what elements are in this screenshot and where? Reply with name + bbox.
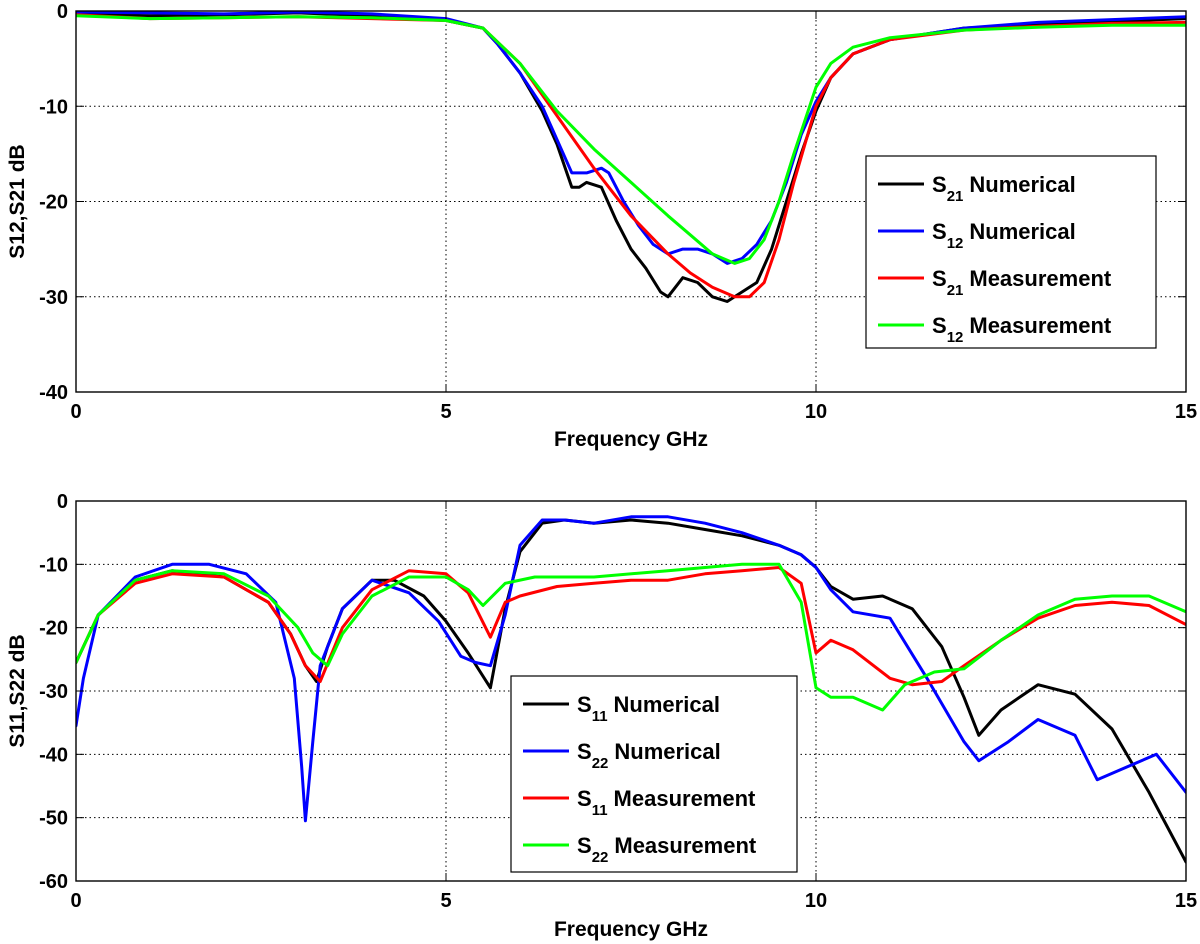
- legend-label: S11 Measurement: [577, 786, 756, 819]
- y-tick-label: -40: [39, 382, 68, 404]
- y-tick-label: -30: [39, 681, 68, 703]
- legend-label: S12 Measurement: [932, 313, 1112, 346]
- legend-label: S22 Measurement: [577, 833, 757, 866]
- legend-item: S22 Measurement: [523, 833, 757, 866]
- legend-label: S12 Numerical: [932, 219, 1076, 252]
- y-tick-label: 0: [57, 491, 68, 513]
- x-tick-label: 5: [440, 401, 451, 423]
- legend-box: [510, 675, 798, 873]
- legend-label-sub: 21: [947, 282, 964, 299]
- legend-label-sub: 21: [947, 188, 964, 205]
- legend-label-main: S: [577, 833, 592, 858]
- legend-label-main: S: [932, 172, 947, 197]
- legend-label-rest: Numerical: [614, 692, 720, 717]
- legend-label-main: S: [577, 692, 592, 717]
- y-tick-label: -40: [39, 744, 68, 766]
- series-group: [76, 515, 1186, 864]
- series-group: [76, 11, 1186, 303]
- x-axis-label: Frequency GHz: [554, 428, 708, 451]
- legend-item: S22 Numerical: [523, 739, 721, 772]
- series-line-s22-numerical: [76, 515, 1186, 823]
- series-line-s12-measurement: [76, 14, 1186, 265]
- y-tick-label: -20: [39, 618, 68, 640]
- series-line-s22-measurement: [76, 562, 1186, 712]
- y-axis-label: S12,S21 dB: [6, 144, 29, 258]
- legend-label-sub: 11: [592, 708, 608, 725]
- legend-label-rest: Measurement: [969, 313, 1112, 338]
- legend-item: S12 Numerical: [878, 219, 1076, 252]
- x-tick-label: 5: [440, 890, 451, 912]
- legend-item: S21 Numerical: [878, 172, 1076, 205]
- y-axis-label: S11,S22 dB: [6, 634, 29, 747]
- legend-label-rest: Numerical: [969, 219, 1075, 244]
- y-tick-label: 0: [57, 1, 68, 23]
- legend-label-sub: 12: [947, 235, 964, 252]
- legend-label-rest: Measurement: [969, 266, 1112, 291]
- x-tick-label: 15: [1175, 890, 1197, 912]
- legend-label-rest: Numerical: [614, 739, 720, 764]
- y-tick-label: -10: [39, 96, 68, 118]
- legend-label-sub: 22: [592, 849, 609, 866]
- legend-item: S12 Measurement: [878, 313, 1112, 346]
- y-tick-label: -30: [39, 287, 68, 309]
- legend-label-rest: Measurement: [614, 786, 757, 811]
- legend-label-main: S: [577, 786, 592, 811]
- legend-label-main: S: [932, 266, 947, 291]
- legend-label: S11 Numerical: [577, 692, 720, 725]
- legend-label-main: S: [932, 313, 947, 338]
- legend-label-rest: Measurement: [614, 833, 757, 858]
- chart-top-s12-s21: 0 5 10 15 0 -10 -20 -30 -40 Frequency GHz S12,S21 …: [6, 1, 1197, 451]
- legend-label-sub: 22: [592, 755, 609, 772]
- y-tick-label: -20: [39, 192, 68, 214]
- legend-box: [865, 155, 1157, 349]
- legend-label-main: S: [932, 219, 947, 244]
- legend-label: S21 Numerical: [932, 172, 1076, 205]
- legend-label-sub: 11: [592, 802, 608, 819]
- x-tick-label: 15: [1175, 401, 1197, 423]
- y-tick-label: -10: [39, 554, 68, 576]
- x-tick-label: 0: [70, 401, 81, 423]
- legend-label: S21 Measurement: [932, 266, 1112, 299]
- legend-label-sub: 12: [947, 329, 964, 346]
- legend-item: S21 Measurement: [878, 266, 1112, 299]
- x-tick-label: 10: [805, 401, 827, 423]
- x-axis-label: Frequency GHz: [554, 918, 708, 941]
- legend-label-main: S: [577, 739, 592, 764]
- x-tick-label: 0: [70, 890, 81, 912]
- legend-label-rest: Numerical: [969, 172, 1075, 197]
- legend-item: S11 Measurement: [523, 786, 756, 819]
- y-tick-label: -60: [39, 871, 68, 893]
- legend-item: S11 Numerical: [523, 692, 720, 725]
- y-tick-label: -50: [39, 808, 68, 830]
- x-tick-label: 10: [805, 890, 827, 912]
- legend-label: S22 Numerical: [577, 739, 721, 772]
